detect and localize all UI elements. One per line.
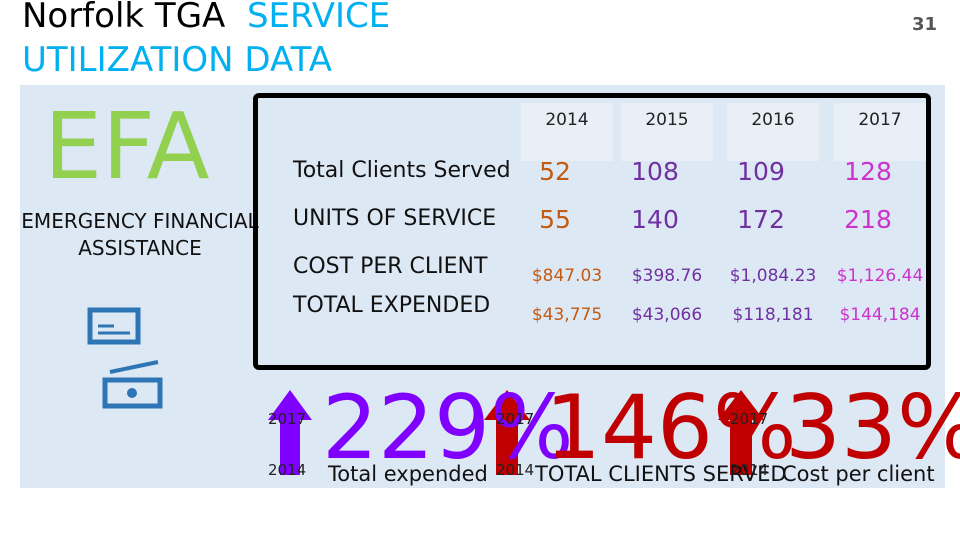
cell-value: 52 bbox=[539, 157, 571, 186]
program-acronym: EFA bbox=[44, 93, 210, 200]
cell-value: $43,775 bbox=[531, 305, 603, 325]
change-arrows bbox=[268, 390, 764, 475]
row-label: Total Clients Served bbox=[293, 158, 511, 183]
cell-value: 128 bbox=[844, 157, 892, 186]
money-stack bbox=[109, 360, 159, 374]
to-year: 2017 bbox=[730, 410, 769, 428]
cell-value: 55 bbox=[539, 205, 571, 234]
percent-change: 146% bbox=[545, 376, 797, 479]
up-arrow bbox=[718, 390, 764, 475]
year-header: 2016 bbox=[751, 110, 795, 130]
cell-value: $847.03 bbox=[531, 266, 603, 286]
page-number: 31 bbox=[912, 14, 938, 35]
year-box bbox=[621, 103, 713, 161]
to-year: 2017 bbox=[268, 410, 307, 428]
year-box bbox=[834, 103, 926, 161]
from-year: 2014 bbox=[730, 461, 769, 479]
cell-value: $1,126.44 bbox=[836, 266, 924, 286]
change-label: Cost per client bbox=[782, 462, 935, 486]
cell-value: $118,181 bbox=[732, 305, 814, 325]
year-box bbox=[727, 103, 819, 161]
year-box bbox=[521, 103, 613, 161]
title-line-1: Norfolk TGA SERVICE bbox=[22, 0, 390, 36]
money-icon bbox=[102, 377, 163, 409]
percent-change: 33% bbox=[785, 376, 960, 479]
payment-icons bbox=[87, 307, 163, 409]
row-label: COST PER CLIENT bbox=[293, 254, 488, 279]
cell-value: $1,084.23 bbox=[729, 266, 817, 286]
year-header: 2015 bbox=[645, 110, 689, 130]
from-year: 2014 bbox=[268, 461, 307, 479]
cell-value: $398.76 bbox=[631, 266, 703, 286]
title-text: Norfolk TGA bbox=[22, 0, 226, 36]
change-label: Total expended bbox=[328, 462, 488, 486]
year-header: 2017 bbox=[858, 110, 902, 130]
up-arrow bbox=[268, 390, 312, 475]
change-label: TOTAL CLIENTS SERVED bbox=[535, 462, 787, 486]
title-highlight: SERVICE bbox=[246, 0, 391, 36]
cell-value: $43,066 bbox=[631, 305, 703, 325]
cell-value: 218 bbox=[844, 205, 892, 234]
title-line-2: UTILIZATION DATA bbox=[22, 40, 332, 80]
up-arrow bbox=[484, 390, 530, 475]
from-year: 2014 bbox=[496, 461, 535, 479]
cell-value: 109 bbox=[737, 157, 785, 186]
cell-value: 108 bbox=[631, 157, 679, 186]
program-name: EMERGENCY FINANCIAL ASSISTANCE bbox=[21, 209, 259, 260]
cell-value: 140 bbox=[631, 205, 679, 234]
row-label: TOTAL EXPENDED bbox=[293, 293, 491, 318]
cell-value: 172 bbox=[737, 205, 785, 234]
year-header: 2014 bbox=[545, 110, 589, 130]
to-year: 2017 bbox=[496, 410, 535, 428]
money-coin bbox=[127, 388, 137, 398]
percent-change: 229% bbox=[322, 376, 574, 479]
check-icon bbox=[87, 307, 141, 345]
cell-value: $144,184 bbox=[839, 305, 921, 325]
table-frame bbox=[253, 93, 931, 370]
row-label: UNITS OF SERVICE bbox=[293, 206, 497, 231]
